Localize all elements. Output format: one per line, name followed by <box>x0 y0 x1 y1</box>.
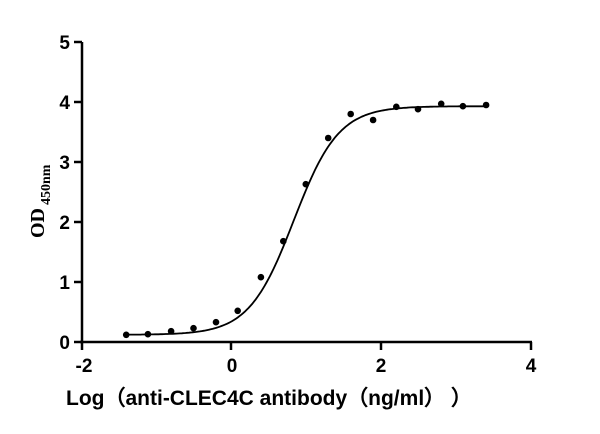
y-axis-label-main: OD <box>27 208 49 238</box>
data-point <box>393 103 400 111</box>
y-tick-3: 3 <box>59 153 70 174</box>
y-axis-label: OD 450nm <box>27 164 54 238</box>
data-point <box>257 273 265 281</box>
y-tick-1: 1 <box>59 273 70 294</box>
data-point <box>280 237 287 245</box>
x-axis: -2 0 2 4 <box>76 340 537 377</box>
data-point <box>414 105 422 113</box>
x-tick-4: 4 <box>526 356 537 377</box>
data-point <box>482 101 490 109</box>
data-point <box>437 100 445 108</box>
data-points <box>122 100 490 339</box>
data-point <box>234 307 241 315</box>
y-tick-0: 0 <box>59 333 70 354</box>
data-point <box>144 330 152 338</box>
x-tick-neg2: -2 <box>76 356 93 377</box>
y-tick-4: 4 <box>59 93 70 114</box>
fit-curve <box>126 105 487 336</box>
x-tick-2: 2 <box>376 356 387 377</box>
data-point <box>167 327 175 335</box>
y-axis: 5 4 3 2 1 0 <box>59 33 84 354</box>
y-axis-label-sub: 450nm <box>39 164 54 205</box>
x-axis-label: Log（anti-CLEC4C antibody（ng/ml） ） <box>66 386 472 410</box>
data-point <box>122 331 130 339</box>
x-tick-0: 0 <box>227 356 238 377</box>
data-point <box>212 318 220 326</box>
data-point <box>302 180 310 188</box>
data-point <box>347 110 355 118</box>
y-tick-5: 5 <box>59 33 70 54</box>
data-point <box>324 134 332 142</box>
data-point <box>369 116 377 124</box>
data-point <box>459 102 467 110</box>
data-point <box>190 324 197 332</box>
y-tick-2: 2 <box>59 213 70 234</box>
